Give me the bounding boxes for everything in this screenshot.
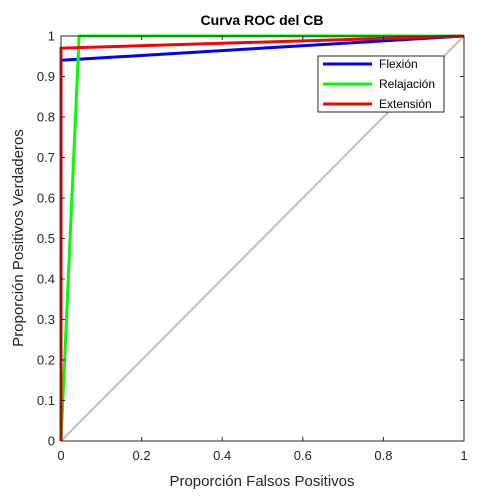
y-tick-group: 0 0.1 0.2 0.3 0.4 0.5 0.6 0.7 0.8 0.9 1	[37, 29, 464, 449]
y-tick-label: 0.7	[37, 150, 55, 165]
y-tick-label: 0	[48, 434, 55, 449]
x-axis-label: Proporción Falsos Positivos	[169, 473, 354, 490]
legend-label-0: Flexión	[379, 57, 418, 71]
x-tick-label: 0.6	[294, 448, 312, 463]
x-tick-label: 0	[57, 448, 64, 463]
y-tick-label: 0.1	[37, 393, 55, 408]
legend: Flexión Relajación Extensión	[317, 55, 445, 113]
y-tick-label: 0.4	[37, 272, 55, 287]
y-tick-label: 0.9	[37, 69, 55, 84]
legend-label-1: Relajación	[379, 77, 435, 91]
chart-title: Curva ROC del CB	[201, 12, 324, 28]
y-tick-label: 0.8	[37, 110, 55, 125]
y-tick-label: 0.2	[37, 353, 55, 368]
x-tick-label: 0.8	[374, 448, 392, 463]
x-tick-group: 0 0.2 0.4 0.6 0.8 1	[57, 36, 468, 463]
y-axis-label: Proporción Positivos Verdaderos	[10, 129, 27, 347]
y-tick-label: 0.5	[37, 231, 55, 246]
x-tick-label: 0.2	[133, 448, 151, 463]
y-tick-label: 1	[48, 29, 55, 44]
x-tick-label: 0.4	[213, 448, 231, 463]
y-tick-label: 0.3	[37, 312, 55, 327]
x-tick-label: 1	[460, 448, 467, 463]
y-tick-label: 0.6	[37, 191, 55, 206]
legend-label-2: Extensión	[379, 97, 432, 111]
